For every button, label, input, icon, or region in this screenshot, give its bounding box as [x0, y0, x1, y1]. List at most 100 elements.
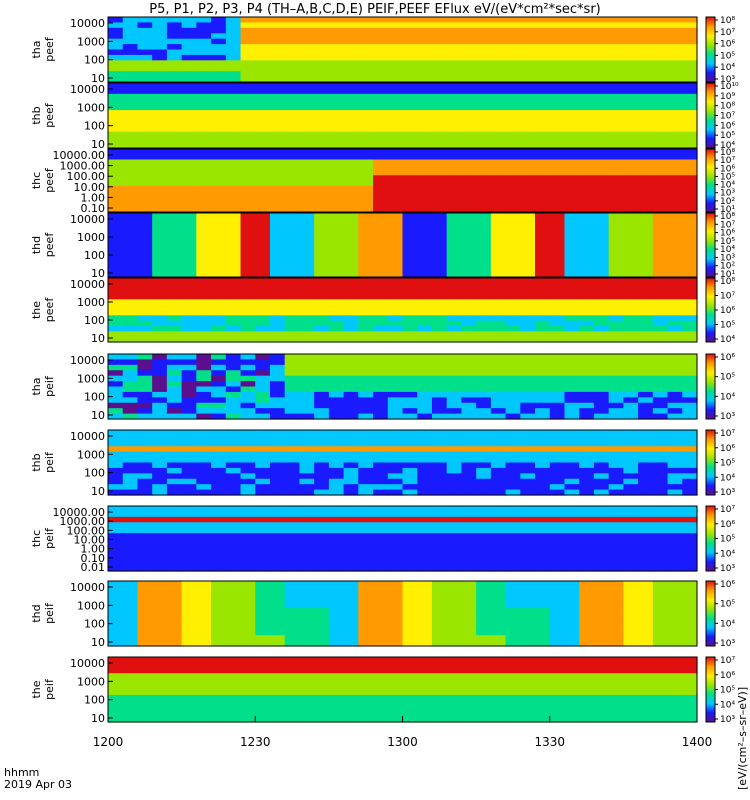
heatmap-cell [358, 266, 374, 273]
heatmap-cell [505, 71, 521, 78]
heatmap-cell [269, 320, 286, 327]
heatmap-cell [638, 375, 654, 382]
heatmap-cell [446, 597, 462, 604]
heatmap-cell [461, 386, 477, 393]
heatmap-cell [373, 336, 389, 343]
heatmap-cell [269, 705, 286, 712]
heatmap-cell [549, 93, 566, 100]
heatmap-cell [623, 591, 639, 598]
y-tick-label: 10 [91, 636, 105, 649]
heatmap-cell [608, 218, 624, 225]
heatmap-cell [461, 104, 477, 111]
heatmap-cell [181, 549, 197, 556]
heatmap-cell [255, 331, 271, 338]
heatmap-cell [549, 440, 566, 447]
heatmap-cell [152, 22, 168, 29]
heatmap-cell [299, 315, 315, 322]
heatmap-cell [225, 586, 242, 593]
heatmap-cell [225, 522, 242, 529]
heatmap-cell [358, 667, 374, 674]
heatmap-cell [152, 538, 168, 545]
heatmap-cell [137, 154, 153, 161]
heatmap-cell [638, 657, 654, 664]
heatmap-cell [623, 506, 639, 513]
heatmap-cell [446, 213, 462, 219]
heatmap-cell [520, 581, 536, 588]
heatmap-cell [520, 278, 536, 284]
heatmap-cell [284, 175, 301, 182]
heatmap-cell [652, 446, 669, 453]
heatmap-cell [196, 17, 212, 24]
heatmap-cell [122, 549, 139, 556]
heatmap-cell [667, 381, 683, 388]
heatmap-cell [181, 694, 197, 701]
heatmap-cell [196, 44, 212, 51]
heatmap-cell [461, 354, 477, 361]
heatmap-cell [181, 185, 197, 192]
heatmap-cell [358, 49, 374, 56]
heatmap-cell [535, 33, 551, 40]
heatmap-cell [255, 126, 271, 133]
heatmap-cell [240, 218, 256, 225]
heatmap-cell [638, 320, 654, 327]
heatmap-cell [181, 581, 197, 588]
heatmap-cell [417, 354, 433, 361]
heatmap-cell [108, 413, 124, 420]
heatmap-cell [461, 229, 477, 235]
heatmap-cell [623, 430, 639, 437]
heatmap-cell [446, 131, 462, 138]
heatmap-cell [225, 700, 242, 707]
heatmap-cell [240, 586, 256, 593]
heatmap-cell [402, 54, 418, 61]
heatmap-cell [520, 446, 536, 453]
heatmap-cell [314, 283, 330, 290]
heatmap-cell [328, 180, 345, 187]
heatmap-cell [166, 126, 183, 133]
heatmap-cell [255, 705, 271, 712]
heatmap-cell [108, 694, 124, 701]
heatmap-cell [549, 170, 566, 176]
heatmap-cell [181, 700, 197, 707]
heatmap-cell [122, 17, 139, 24]
heatmap-cell [122, 283, 139, 290]
heatmap-cell [476, 336, 492, 343]
heatmap-cell [373, 591, 389, 598]
heatmap-cell [549, 131, 566, 138]
heatmap-cell [535, 250, 551, 257]
heatmap-cell [181, 154, 197, 161]
heatmap-cell [328, 271, 345, 278]
heatmap-cell [240, 60, 256, 67]
heatmap-cell [314, 261, 330, 267]
heatmap-cell [505, 17, 521, 24]
heatmap-cell [564, 88, 580, 95]
heatmap-cell [579, 478, 595, 485]
heatmap-cell [579, 304, 595, 311]
heatmap-cell [667, 430, 683, 437]
heatmap-cell [269, 511, 286, 518]
heatmap-cell [314, 560, 330, 567]
heatmap-cell [225, 71, 242, 78]
heatmap-cell [358, 245, 374, 251]
heatmap-cell [314, 27, 330, 34]
heatmap-cell [284, 60, 301, 67]
heatmap-cell [535, 527, 551, 534]
heatmap-cell [505, 315, 521, 322]
heatmap-cell [490, 223, 507, 230]
heatmap-cell [417, 180, 433, 187]
heatmap-cell [152, 54, 168, 61]
heatmap-cell [181, 667, 197, 674]
heatmap-cell [490, 17, 507, 24]
heatmap-cell [225, 271, 242, 278]
heatmap-cell [284, 54, 301, 61]
heatmap-cell [108, 375, 124, 382]
heatmap-cell [225, 326, 242, 332]
heatmap-cell [490, 689, 507, 696]
heatmap-cell [211, 473, 227, 480]
heatmap-cell [343, 115, 359, 122]
heatmap-cell [505, 131, 521, 138]
heatmap-cell [446, 705, 462, 712]
heatmap-cell [196, 506, 212, 513]
heatmap-cell [166, 54, 183, 61]
heatmap-cell [579, 159, 595, 166]
heatmap-cell [505, 364, 521, 371]
